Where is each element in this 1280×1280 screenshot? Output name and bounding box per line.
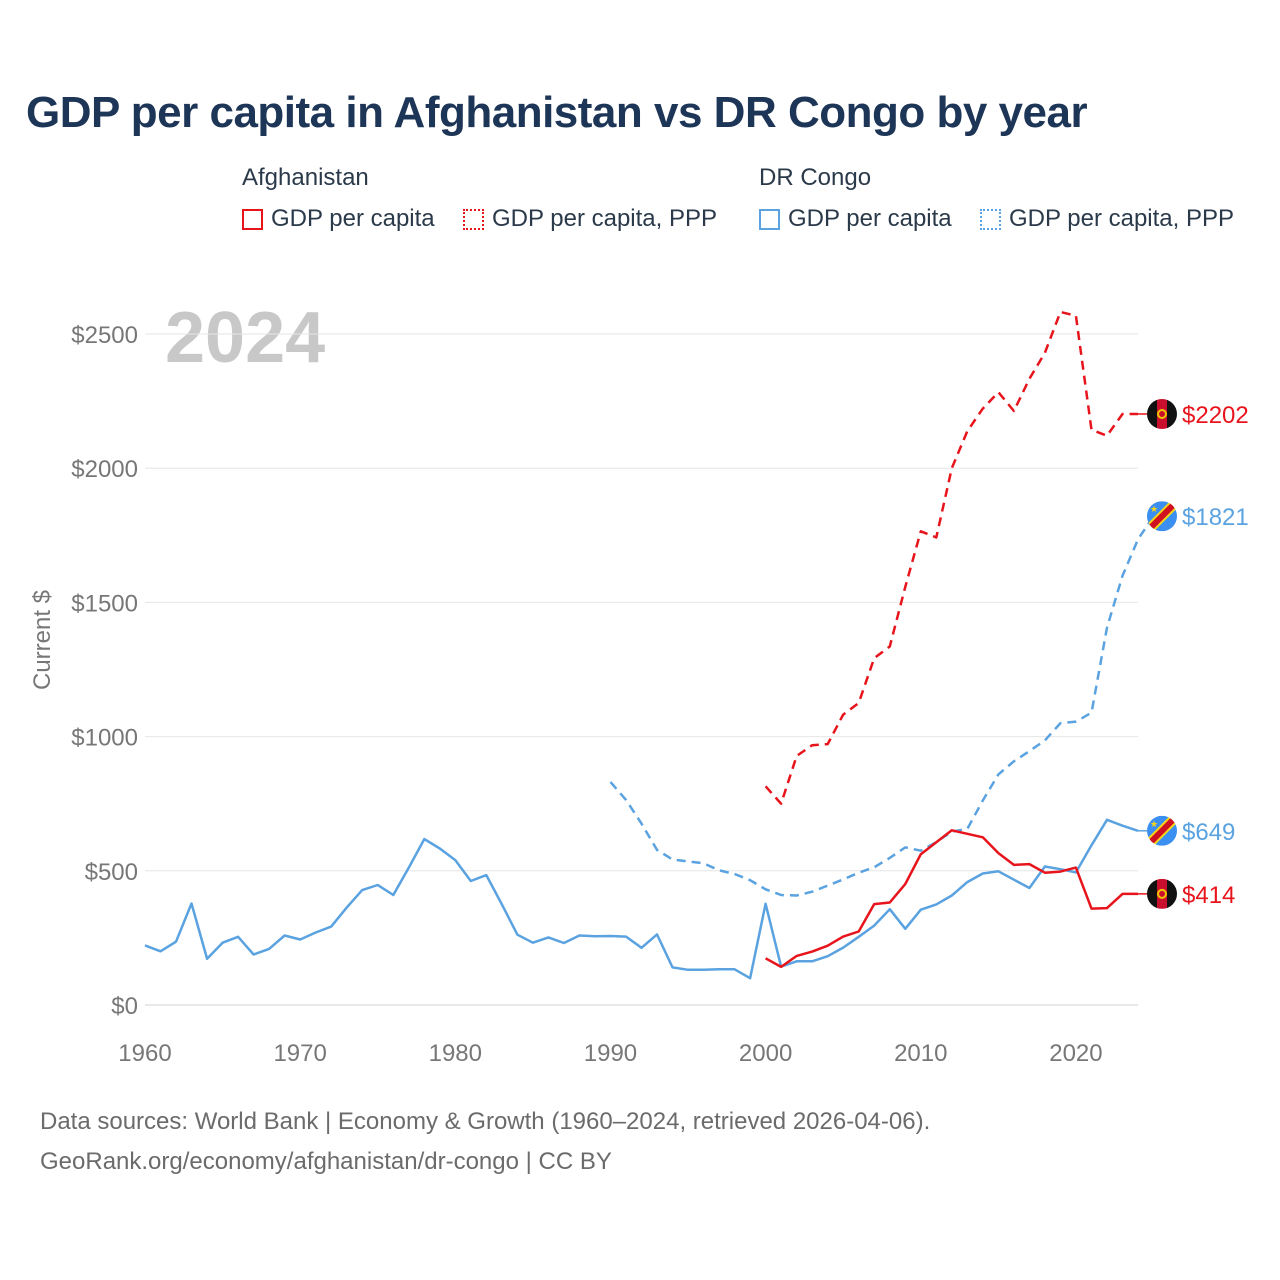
legend-label: GDP per capita	[271, 205, 435, 232]
svg-text:★: ★	[1150, 819, 1158, 829]
end-value-label: $1821	[1182, 504, 1249, 531]
year-watermark: 2024	[165, 298, 325, 378]
legend-label: GDP per capita, PPP	[1009, 205, 1234, 232]
x-tick-label: 1970	[273, 1040, 326, 1067]
x-tick-label: 2010	[894, 1040, 947, 1067]
afghanistan-flag-icon	[1147, 398, 1177, 429]
legend-group-dr-congo: DR Congo	[759, 164, 872, 191]
chart-title: GDP per capita in Afghanistan vs DR Cong…	[26, 88, 1088, 137]
legend-item-afghanistan-gdp-ppp[interactable]: GDP per capita, PPP	[463, 205, 717, 233]
series-line-cd_gdp	[144, 818, 1139, 980]
legend-item-afghanistan-gdp[interactable]: GDP per capita	[242, 205, 435, 233]
end-value-label: $414	[1182, 882, 1235, 909]
legend-item-dr-congo-gdp[interactable]: GDP per capita	[759, 205, 952, 233]
series-line-cd_ppp	[609, 515, 1155, 897]
end-value-label: $649	[1182, 819, 1235, 846]
legend-item-dr-congo-gdp-ppp[interactable]: GDP per capita, PPP	[980, 205, 1234, 233]
y-tick-label: $500	[85, 859, 138, 886]
y-tick-label: $1500	[71, 590, 138, 617]
x-tick-label: 1990	[584, 1040, 637, 1067]
y-tick-label: $1000	[71, 725, 138, 752]
y-tick-label: $0	[111, 993, 138, 1020]
legend-swatch-solid-blue	[759, 208, 780, 230]
svg-text:★: ★	[1150, 504, 1158, 514]
dr-congo-flag-icon: ★	[1147, 501, 1177, 532]
x-tick-label: 1980	[429, 1040, 482, 1067]
footer-url: GeoRank.org/economy/afghanistan/dr-congo…	[40, 1148, 612, 1175]
legend-group-afghanistan: Afghanistan	[242, 164, 369, 191]
x-tick-label: 1960	[118, 1040, 171, 1067]
end-value-label: $2202	[1182, 402, 1249, 429]
x-tick-label: 2000	[739, 1040, 792, 1067]
y-tick-label: $2500	[71, 322, 138, 349]
y-axis-label: Current $	[29, 590, 56, 690]
x-tick-label: 2020	[1049, 1040, 1102, 1067]
legend-label: GDP per capita, PPP	[492, 205, 717, 232]
legend-swatch-dotted-blue	[980, 208, 1001, 230]
series-line-af_gdp	[764, 829, 1138, 969]
legend-swatch-dotted-red	[463, 208, 484, 230]
dr-congo-flag-icon: ★	[1147, 815, 1177, 846]
legend-label: GDP per capita	[788, 205, 952, 232]
y-tick-label: $2000	[71, 456, 138, 483]
series-line-af_ppp	[764, 310, 1138, 805]
legend-swatch-solid-red	[242, 208, 263, 230]
footer-sources: Data sources: World Bank | Economy & Gro…	[40, 1108, 931, 1135]
afghanistan-flag-icon	[1147, 878, 1177, 909]
